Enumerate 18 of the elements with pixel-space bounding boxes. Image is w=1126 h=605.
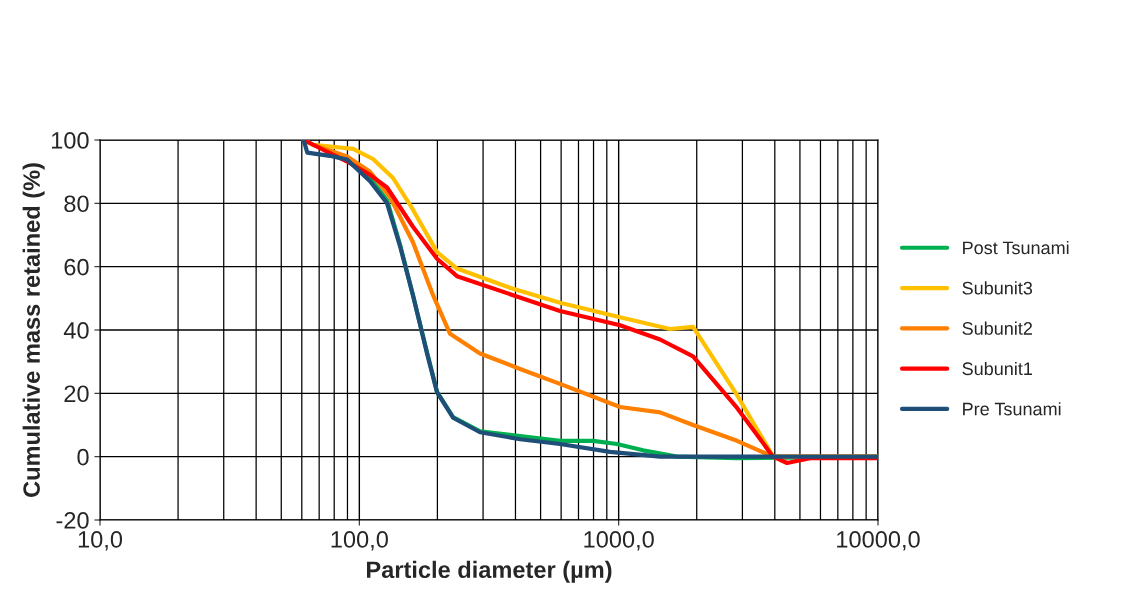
legend-label: Subunit3 — [962, 281, 1033, 295]
legend-label: Subunit1 — [962, 361, 1033, 376]
x-axis-title: Particle diameter (µm) — [366, 560, 612, 583]
x-tick-label: 10000,0 — [837, 531, 920, 551]
y-tick-label: 20 — [64, 385, 89, 403]
y-tick-label: -20 — [56, 512, 89, 529]
legend-label: Subunit2 — [962, 321, 1032, 335]
legend-label: Post Tsunami — [963, 240, 1069, 255]
y-tick-label: 100 — [51, 132, 89, 149]
legend-label: Pre Tsunami — [963, 402, 1061, 416]
y-tick-label: 40 — [63, 322, 89, 339]
y-tick-label: 0 — [77, 448, 89, 466]
x-tick-label: 10,0 — [78, 531, 123, 551]
y-tick-label: 80 — [64, 195, 89, 213]
y-tick-label: 60 — [64, 258, 89, 276]
x-tick-label: 100,0 — [331, 531, 388, 551]
y-axis-title: Cumulative mass retained (%) — [22, 163, 45, 497]
x-tick-label: 1000,0 — [584, 531, 654, 551]
